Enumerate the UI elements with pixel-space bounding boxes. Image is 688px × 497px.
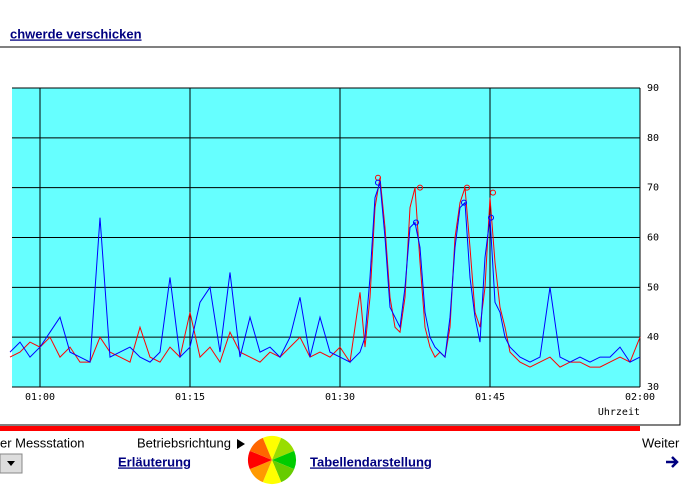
wheel-segment — [272, 450, 296, 470]
next-arrow[interactable] — [666, 456, 679, 468]
x-tick-label: 01:15 — [175, 392, 205, 403]
wheel-segment — [272, 460, 295, 483]
x-tick-label: 01:30 — [325, 392, 355, 403]
direction-wheel[interactable] — [248, 436, 296, 484]
peak-marker — [490, 189, 496, 196]
direction-arrow — [237, 439, 245, 449]
y-tick-label: 40 — [647, 332, 659, 343]
wheel-segment — [249, 437, 272, 460]
complaint-link[interactable]: chwerde verschicken — [10, 26, 142, 41]
direction-label: Betriebsrichtung — [137, 435, 231, 450]
x-tick-label: 01:00 — [25, 392, 55, 403]
peak-marker — [417, 184, 423, 191]
y-tick-label: 30 — [647, 382, 659, 393]
station-label: er Messstation — [0, 435, 85, 450]
peak-marker — [488, 214, 494, 221]
explain-link[interactable]: Erläuterung — [118, 454, 191, 469]
x-tick-label: 02:00 — [625, 392, 655, 403]
wheel-segment — [248, 450, 272, 470]
x-tick-label: 01:45 — [475, 392, 505, 403]
y-tick-label: 90 — [647, 83, 659, 94]
peak-marker — [464, 184, 470, 191]
peak-marker — [375, 179, 381, 186]
wheel-segment — [249, 460, 272, 483]
y-tick-label: 50 — [647, 282, 659, 293]
wheel-segment — [272, 437, 295, 460]
y-tick-label: 70 — [647, 183, 659, 194]
x-axis-label: Uhrzeit — [598, 407, 640, 418]
peak-marker — [461, 199, 467, 206]
y-tick-label: 60 — [647, 233, 659, 244]
divider — [0, 426, 640, 431]
y-tick-label: 80 — [647, 133, 659, 144]
wheel-segment — [262, 460, 282, 484]
select-arrow — [7, 461, 15, 466]
wheel-segment — [262, 436, 282, 460]
peak-marker — [413, 219, 419, 226]
next-label[interactable]: Weiter — [642, 435, 680, 450]
table-link[interactable]: Tabellendarstellung — [310, 454, 432, 469]
